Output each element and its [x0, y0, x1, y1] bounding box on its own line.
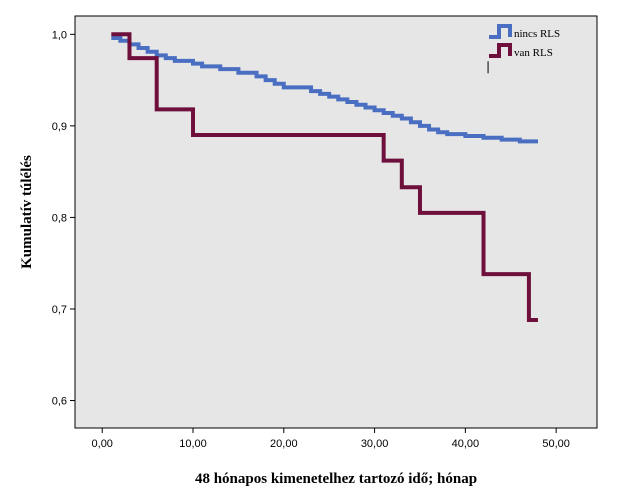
- y-tick-label: 0,6: [52, 396, 67, 408]
- x-tick-label: 20,00: [270, 438, 298, 450]
- y-axis: 0,6 0,7 0,8 0,9 1,0: [52, 29, 75, 408]
- y-tick-label: 0,9: [52, 121, 67, 133]
- series-line-2: [111, 32, 538, 322]
- y-tick-label: 0,7: [52, 304, 67, 316]
- x-tick-label: 30,00: [361, 438, 389, 450]
- x-axis: 0,00 10,00 20,00 30,00 40,00 50,00: [92, 428, 570, 450]
- y-tick-label: 1,0: [52, 29, 67, 41]
- legend-label-1: nincs RLS: [514, 28, 560, 40]
- x-tick-label: 40,00: [452, 438, 480, 450]
- legend-swatch-2: [489, 43, 512, 58]
- series-line-1: [111, 35, 538, 144]
- legend-label-2: van RLS: [514, 47, 553, 59]
- plot-area: [74, 15, 598, 429]
- y-axis-title: Kumulatív túlélés: [19, 155, 35, 269]
- y-tick-label: 0,8: [52, 212, 67, 224]
- x-axis-title: 48 hónapos kimenetelhez tartozó idő; hón…: [195, 471, 477, 487]
- legend: nincs RLS van RLS: [489, 24, 560, 59]
- legend-swatch-1: [489, 24, 512, 39]
- x-tick-label: 0,00: [92, 438, 113, 450]
- x-tick-label: 10,00: [179, 438, 207, 450]
- series-layer: [111, 32, 538, 322]
- x-tick-label: 50,00: [542, 438, 570, 450]
